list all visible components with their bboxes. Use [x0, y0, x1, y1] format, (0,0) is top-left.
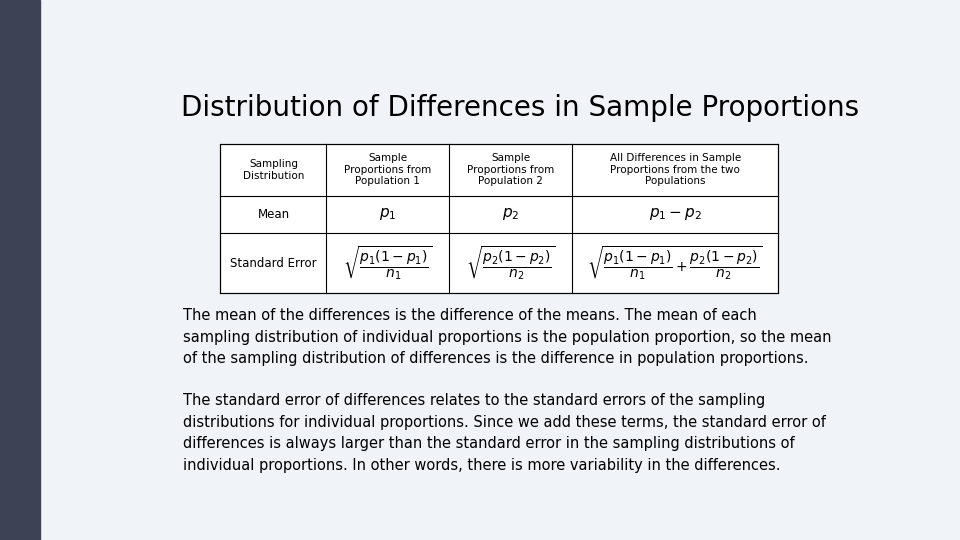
Text: Standard Error: Standard Error — [230, 257, 317, 270]
Text: Sample
Proportions from
Population 1: Sample Proportions from Population 1 — [345, 153, 431, 186]
Text: Sample
Proportions from
Population 2: Sample Proportions from Population 2 — [467, 153, 554, 186]
Text: $\sqrt{\dfrac{p_1(1-p_1)}{n_1}+\dfrac{p_2(1-p_2)}{n_2}}$: $\sqrt{\dfrac{p_1(1-p_1)}{n_1}+\dfrac{p_… — [588, 245, 763, 282]
Text: All Differences in Sample
Proportions from the two
Populations: All Differences in Sample Proportions fr… — [610, 153, 741, 186]
Text: $\sqrt{\dfrac{p_2(1-p_2)}{n_2}}$: $\sqrt{\dfrac{p_2(1-p_2)}{n_2}}$ — [466, 245, 555, 282]
Bar — [221, 144, 779, 293]
Text: Sampling
Distribution: Sampling Distribution — [243, 159, 304, 180]
Text: The mean of the differences is the difference of the means. The mean of each
sam: The mean of the differences is the diffe… — [183, 308, 831, 366]
Text: Mean: Mean — [257, 208, 290, 221]
Text: $p_1$: $p_1$ — [379, 206, 396, 222]
Text: $p_2$: $p_2$ — [502, 206, 519, 222]
Text: $p_1 - p_2$: $p_1 - p_2$ — [649, 206, 702, 222]
Text: The standard error of differences relates to the standard errors of the sampling: The standard error of differences relate… — [183, 393, 827, 473]
Text: Distribution of Differences in Sample Proportions: Distribution of Differences in Sample Pr… — [181, 94, 859, 122]
Text: $\sqrt{\dfrac{p_1(1-p_1)}{n_1}}$: $\sqrt{\dfrac{p_1(1-p_1)}{n_1}}$ — [343, 245, 433, 282]
